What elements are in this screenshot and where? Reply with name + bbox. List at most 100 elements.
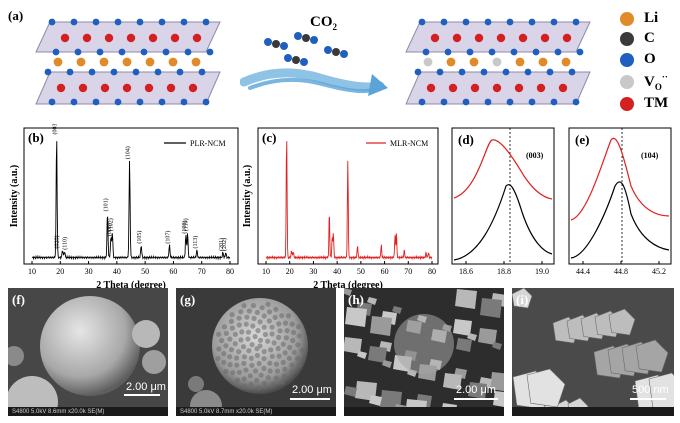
surface-grain <box>216 346 222 352</box>
o-atom <box>110 68 118 76</box>
peak-index-label: (107) <box>164 231 171 244</box>
surface-grain <box>276 321 282 327</box>
o-atom <box>294 32 302 40</box>
x-tick-label: 30 <box>85 267 93 276</box>
surface-grain <box>229 325 235 331</box>
surface-grain <box>238 309 244 315</box>
tm-atom <box>536 83 546 93</box>
o-atom <box>198 68 206 76</box>
surface-grain <box>257 319 263 325</box>
li-atom <box>538 57 548 67</box>
surface-grain <box>227 354 233 360</box>
surface-grain <box>246 308 252 314</box>
vacancy-icon <box>620 75 634 89</box>
surface-grain <box>254 309 260 316</box>
flake-particle <box>467 333 477 341</box>
plot-frame <box>23 127 239 265</box>
surface-grain <box>219 337 225 344</box>
o-atom <box>132 68 140 76</box>
sem-info-bar <box>176 407 336 416</box>
o-atom <box>114 98 122 106</box>
surface-grain <box>254 346 260 352</box>
peak-label: (003) <box>526 151 544 160</box>
sem-info-text: S4800 5.0kV 8.6mm x20.0k SE(M) <box>12 409 105 415</box>
legend-tm: TM <box>620 95 668 112</box>
o-atom <box>184 48 192 56</box>
surface-grain <box>289 321 295 327</box>
o-atom <box>324 46 332 54</box>
surface-grain <box>236 315 242 321</box>
legend-c-text: C <box>644 30 655 46</box>
surface-grain <box>269 324 275 330</box>
li-atom <box>515 57 525 67</box>
surface-grain <box>230 370 236 376</box>
aggregate <box>394 314 454 374</box>
flake-particle <box>478 328 497 345</box>
o-atom <box>158 98 166 106</box>
o-atom <box>462 98 470 106</box>
o-atom <box>572 18 580 26</box>
surface-grain <box>261 356 267 362</box>
c-atom <box>272 40 280 48</box>
surface-grain <box>251 315 257 322</box>
x-tick-label: 80 <box>428 267 436 276</box>
flake-particle <box>344 386 357 397</box>
o-atom <box>176 68 184 76</box>
o-atom <box>48 98 56 106</box>
sem-particle-g <box>176 288 336 416</box>
tm-atom-icon <box>620 96 634 111</box>
o-atom <box>92 98 100 106</box>
o-atom <box>264 38 272 46</box>
flake-particle <box>344 288 352 296</box>
flake-particle <box>453 319 472 336</box>
peak-index-label: (105) <box>136 231 143 244</box>
peak-index-label: (110) <box>62 237 69 250</box>
surface-grain <box>289 368 295 375</box>
li-atom <box>145 57 155 67</box>
o-atom <box>444 48 452 56</box>
scale-bar <box>454 398 498 400</box>
x-tick-label: 19.0 <box>535 267 549 276</box>
surface-grain <box>274 368 280 374</box>
sem-particle-f <box>8 288 168 416</box>
o-atom <box>284 54 292 62</box>
surface-grain <box>265 338 271 344</box>
flake-particle <box>468 382 487 399</box>
surface-grain <box>282 350 288 356</box>
surface-grain <box>295 342 301 348</box>
surface-grain <box>229 312 235 318</box>
surface-grain <box>261 348 267 355</box>
surface-grain <box>249 342 255 348</box>
legend-tm-text: TM <box>644 95 669 111</box>
plot-frame <box>568 127 672 265</box>
flake-particle <box>368 346 387 363</box>
flake-particle <box>443 373 462 390</box>
co2-molecules <box>264 32 348 66</box>
scale-bar-label: 2.00 μm <box>456 384 496 396</box>
sem-image-i: 500 nm (i) <box>512 288 674 416</box>
flake-particle <box>392 306 402 314</box>
sem-image-h: 2.00 μm (h) <box>344 288 504 416</box>
li-atom <box>469 57 479 67</box>
surface-grain <box>236 349 242 355</box>
surface-grain <box>261 380 268 386</box>
tm-atom <box>514 83 524 93</box>
x-tick-label: 70 <box>404 267 412 276</box>
sem-info-text: S4800 5.0kV 8.7mm x20.0k SE(M) <box>180 409 273 415</box>
surface-grain <box>271 340 277 346</box>
o-atom <box>418 98 426 106</box>
o-atom <box>118 48 126 56</box>
tm-atom <box>170 33 180 43</box>
o-atom <box>136 18 144 26</box>
peak-label: (104) <box>641 151 659 160</box>
flake-particle <box>456 338 472 352</box>
tm-atom <box>166 83 176 93</box>
legend-c: C <box>620 30 655 47</box>
o-atom <box>422 48 430 56</box>
o-atom <box>114 18 122 26</box>
surface-grain <box>235 377 241 383</box>
o-atom <box>48 18 56 26</box>
x-tick-label: 20 <box>286 267 294 276</box>
surface-grain <box>256 385 262 391</box>
x-tick-label: 44.4 <box>576 267 590 276</box>
